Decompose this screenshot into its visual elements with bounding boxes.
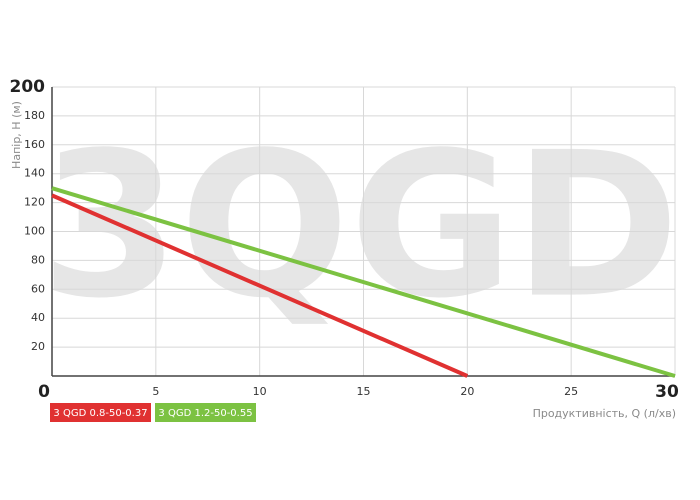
y-tick-label: 160 (24, 138, 45, 151)
y-tick-label: 60 (31, 282, 45, 295)
y-tick-label: 80 (31, 253, 45, 266)
x-tick-label: 0 (38, 382, 50, 402)
y-tick-label: 20 (31, 340, 45, 353)
legend-swatch (155, 403, 256, 422)
watermark: 3QGD (40, 110, 679, 343)
series-line (51, 186, 676, 378)
x-tick-label: 25 (564, 385, 578, 398)
x-tick-label: 20 (460, 385, 474, 398)
x-tick-label: 5 (152, 385, 159, 398)
y-tick-label: 180 (24, 109, 45, 122)
y-tick-label: 120 (24, 196, 45, 209)
series-line (51, 193, 469, 378)
y-tick-label: 100 (24, 225, 45, 238)
x-axis-title: Продуктивність, Q (л/хв) (533, 407, 676, 420)
legend-label: 3 QGD 0.8-50-0.37 (53, 408, 147, 419)
legend-item: 3 QGD 1.2-50-0.55 (155, 403, 256, 422)
legend-item: 3 QGD 0.8-50-0.37 (50, 403, 151, 422)
y-tick-label: 200 (10, 77, 46, 97)
y-tick-label: 40 (31, 311, 45, 324)
y-tick-label: 140 (24, 167, 45, 180)
x-tick-label: 30 (655, 382, 679, 402)
x-tick-label: 15 (357, 385, 371, 398)
legend-swatch (50, 403, 151, 422)
legend-label: 3 QGD 1.2-50-0.55 (158, 408, 252, 419)
y-axis-title: Напір, H (м) (10, 101, 23, 169)
x-tick-label: 10 (253, 385, 267, 398)
